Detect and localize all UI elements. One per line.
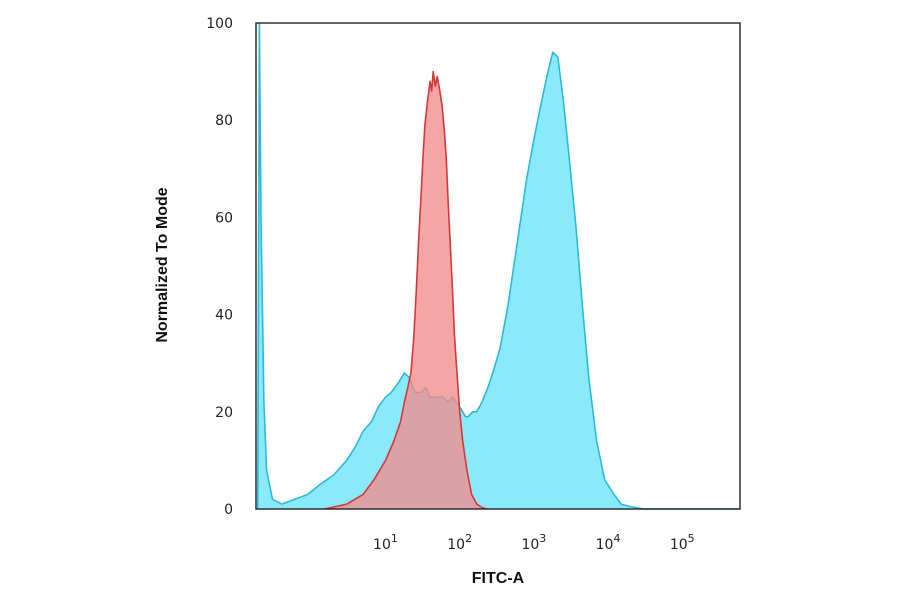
y-tick-label: 40 xyxy=(215,308,233,324)
y-axis: 0 20 40 60 80 100 xyxy=(206,16,233,518)
histogram-fill-1 xyxy=(257,23,740,509)
y-axis-title: Normalized To Mode xyxy=(154,187,171,342)
y-tick-label: 20 xyxy=(215,405,233,421)
y-tick-label: 0 xyxy=(224,502,233,518)
plot-frame xyxy=(255,22,741,510)
y-tick-label: 80 xyxy=(215,113,233,129)
histogram-fill-2 xyxy=(324,71,487,509)
x-tick-label: 103 xyxy=(521,532,546,553)
histogram-outline-2 xyxy=(324,70,487,510)
x-tick-label: 104 xyxy=(596,532,621,553)
x-tick-label: 105 xyxy=(670,532,695,553)
x-tick-label: 102 xyxy=(447,532,472,553)
y-tick-label: 60 xyxy=(215,210,233,226)
x-tick-label: 101 xyxy=(373,532,398,553)
y-tick-label: 100 xyxy=(206,16,233,32)
x-axis-title: FITC-A xyxy=(472,570,525,587)
x-axis: 101 102 103 104 105 xyxy=(373,532,695,553)
plot-area xyxy=(256,22,740,510)
